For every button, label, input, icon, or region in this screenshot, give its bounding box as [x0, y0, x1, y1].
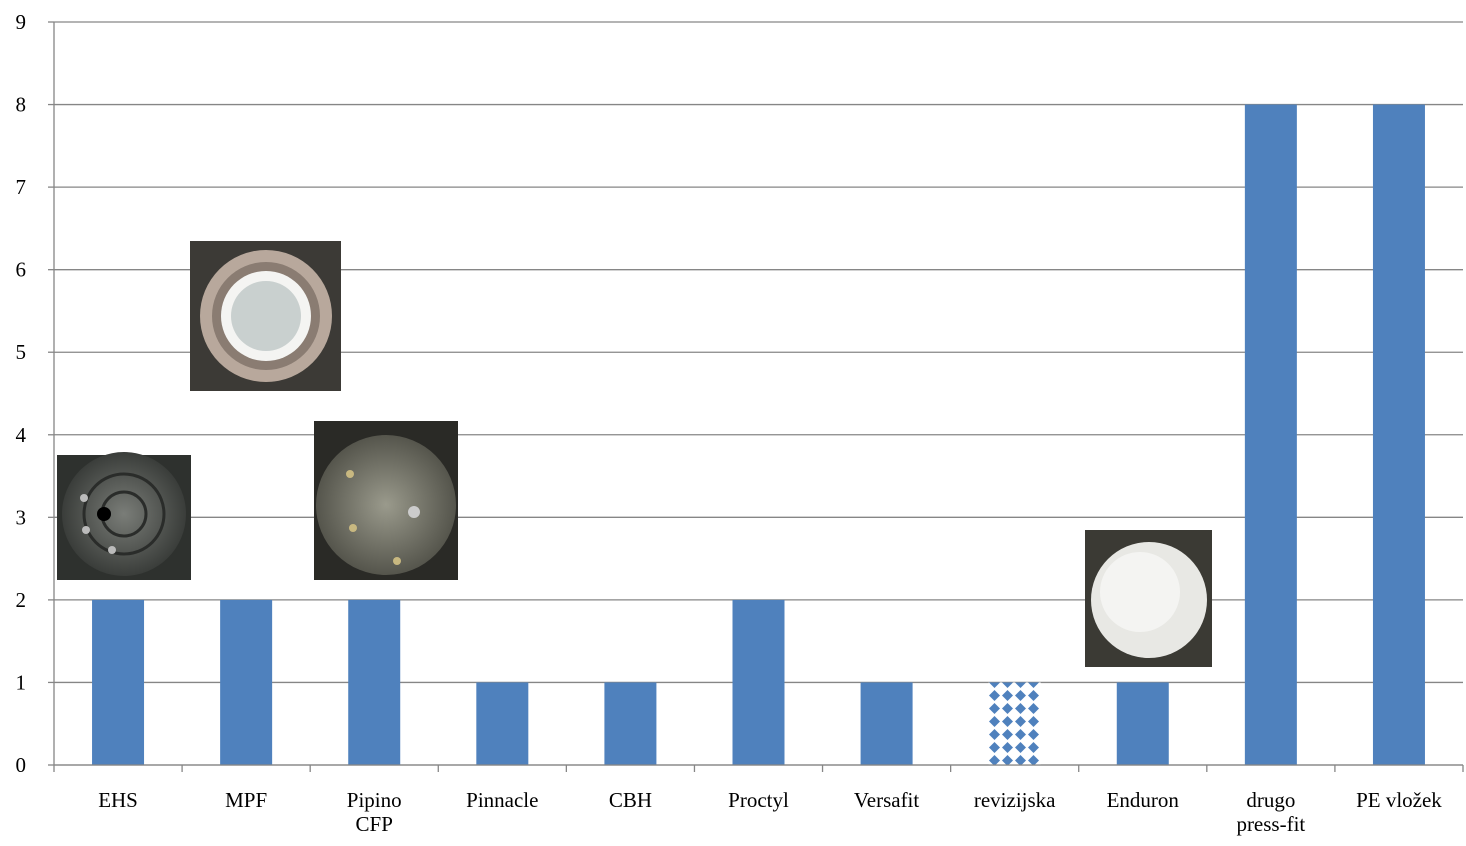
y-tick-label: 8	[16, 93, 27, 117]
x-tick-label: Enduron	[1107, 788, 1180, 812]
x-tick-label: drugo press-fit	[1236, 788, 1305, 836]
product-photo	[57, 452, 191, 580]
bar	[92, 599, 145, 765]
y-tick-label: 3	[16, 505, 27, 529]
y-tick-label: 5	[16, 340, 27, 364]
y-tick-label: 6	[16, 258, 27, 282]
y-tick-label: 0	[16, 753, 27, 777]
x-tick-label: CBH	[609, 788, 652, 812]
bar	[604, 682, 657, 765]
y-tick-label: 7	[16, 175, 27, 199]
plot-area: 0 1 2 3 4 5 6 7 8 9 EHS MPF Pipino CFP Pinnacle CBH Proc…	[16, 10, 1464, 836]
y-tick-label: 2	[16, 588, 27, 612]
y-tick-label: 4	[16, 423, 27, 447]
bar	[220, 599, 273, 765]
x-tick-label: PE vložek	[1356, 788, 1442, 812]
y-tick-label: 1	[16, 670, 27, 694]
x-tick-label: MPF	[225, 788, 267, 812]
product-photo	[190, 241, 341, 391]
x-tick-label: Pinnacle	[466, 788, 538, 812]
bar	[348, 599, 401, 765]
x-tick-label: Versafit	[854, 788, 919, 812]
x-tick-label: Pipino CFP	[347, 788, 402, 836]
x-tick-label: EHS	[98, 788, 138, 812]
bar	[1244, 104, 1297, 766]
x-tick-label: revizijska	[974, 788, 1056, 812]
bar	[476, 682, 529, 765]
y-tick-label: 9	[16, 10, 27, 34]
bar	[732, 599, 785, 765]
bar	[988, 682, 1041, 765]
product-photo	[314, 421, 458, 580]
product-photo	[1085, 530, 1212, 667]
bar	[1372, 104, 1425, 766]
x-tick-label: Proctyl	[728, 788, 789, 812]
bar	[860, 682, 913, 765]
bar	[1116, 682, 1169, 765]
